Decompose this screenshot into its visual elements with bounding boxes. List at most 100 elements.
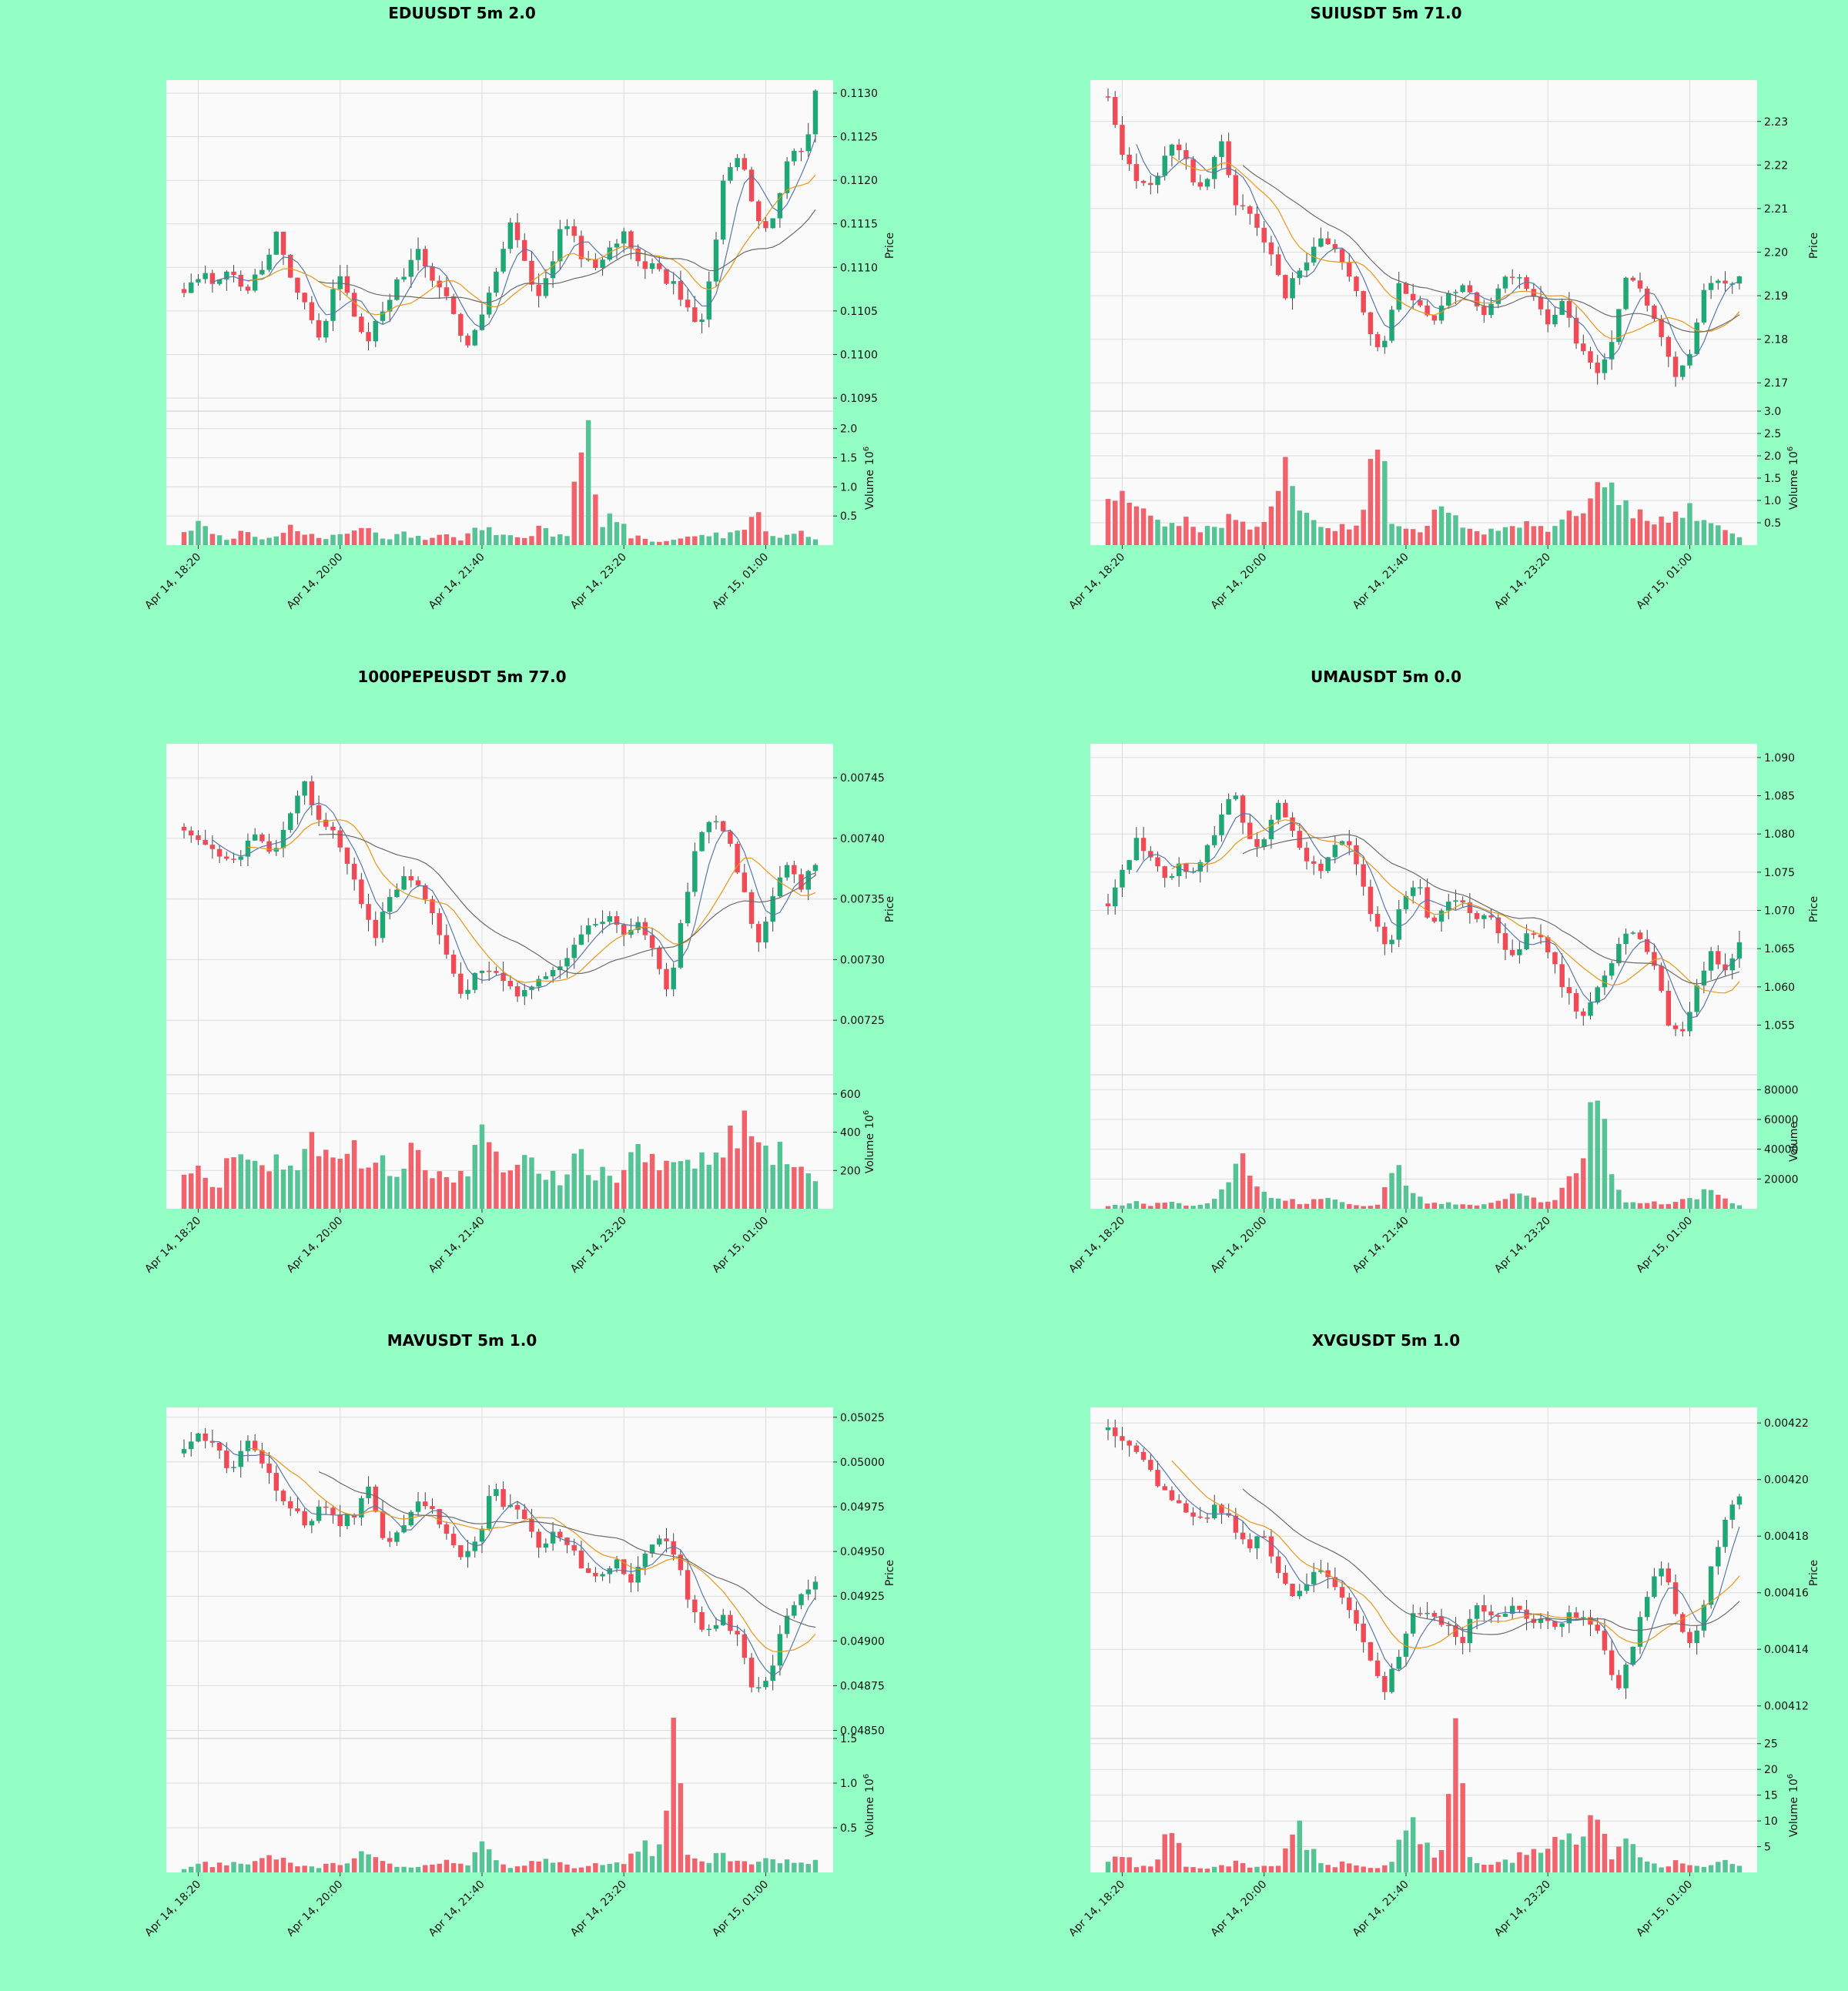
- candle: [763, 216, 768, 232]
- x-tick-label: Apr 14, 23:20: [1492, 1215, 1553, 1276]
- candle: [1354, 1601, 1359, 1631]
- volume-bar: [748, 517, 755, 545]
- volume-bar: [1672, 1860, 1679, 1872]
- candle: [415, 237, 421, 271]
- candle: [316, 1500, 322, 1524]
- candle: [252, 269, 258, 293]
- candle: [1602, 1619, 1608, 1655]
- volume-bar: [692, 1858, 698, 1872]
- candle: [1275, 1551, 1281, 1578]
- candle: [1283, 799, 1288, 818]
- candle: [344, 1513, 350, 1530]
- price-tick-label: 0.00416: [1764, 1588, 1809, 1600]
- candle: [812, 89, 819, 143]
- volume-bar: [1183, 517, 1189, 545]
- volume-bar: [351, 530, 357, 545]
- candle: [387, 293, 393, 323]
- volume-bar: [1736, 1866, 1743, 1872]
- volume-bar: [423, 1170, 428, 1209]
- candle: [1460, 896, 1465, 908]
- candle: [1467, 1609, 1473, 1652]
- price-pane: [1090, 744, 1757, 1075]
- volume-bar: [401, 531, 407, 545]
- candle: [543, 1538, 549, 1553]
- volume-bar: [770, 1165, 775, 1209]
- candle: [472, 1536, 477, 1558]
- volume-bar: [1120, 1205, 1125, 1209]
- candle: [458, 313, 464, 343]
- candle: [1410, 1604, 1416, 1637]
- volume-bar: [1424, 1842, 1430, 1872]
- candle: [1162, 146, 1167, 181]
- volume-bar: [1169, 1832, 1175, 1872]
- volume-bar: [770, 1859, 775, 1872]
- volume-bar: [231, 538, 236, 545]
- candle: [557, 1529, 563, 1542]
- candle: [1517, 274, 1522, 289]
- candle: [231, 265, 236, 283]
- volume-bar: [507, 535, 514, 545]
- candle: [1176, 1494, 1182, 1504]
- candle: [1502, 923, 1508, 961]
- volume-axis-label: Volume106: [1786, 447, 1800, 510]
- volume-bar: [713, 532, 719, 545]
- candle: [1666, 1562, 1672, 1585]
- candle: [1588, 992, 1593, 1020]
- volume-bar: [373, 1857, 379, 1872]
- price-tick-label: 0.00730: [840, 954, 885, 966]
- volume-bar: [713, 1852, 719, 1872]
- price-axis-label: Price: [884, 896, 896, 922]
- volume-bar: [543, 1180, 549, 1209]
- candle: [302, 1508, 307, 1528]
- candle: [628, 918, 634, 939]
- volume-bar: [1474, 1205, 1480, 1209]
- volume-bar: [1176, 1842, 1182, 1872]
- candle: [1113, 1419, 1118, 1448]
- candle: [720, 175, 726, 245]
- candle: [536, 975, 541, 992]
- candle: [437, 908, 442, 945]
- candle: [1169, 143, 1175, 167]
- volume-bar: [450, 1182, 457, 1209]
- candle: [1361, 290, 1366, 316]
- volume-bar: [792, 1166, 797, 1209]
- volume-bar: [614, 1862, 620, 1872]
- candle: [649, 258, 655, 274]
- candle: [735, 154, 740, 171]
- volume-bar: [366, 1167, 371, 1209]
- volume-bar: [1701, 1866, 1707, 1872]
- volume-bar: [1354, 1205, 1359, 1209]
- volume-bar: [401, 1168, 407, 1209]
- volume-bar: [1652, 1201, 1657, 1209]
- price-tick-label: 1.075: [1764, 867, 1795, 879]
- candle: [1410, 880, 1416, 904]
- candle: [458, 962, 464, 999]
- volume-bar: [1736, 537, 1743, 545]
- volume-bar: [784, 1859, 790, 1872]
- candle: [1240, 794, 1246, 835]
- candle: [1687, 1628, 1692, 1648]
- volume-bar: [430, 1178, 435, 1209]
- volume-bar: [812, 1181, 819, 1209]
- volume-bar: [1729, 533, 1735, 545]
- candle: [1474, 911, 1480, 923]
- candle: [486, 962, 492, 982]
- volume-bar: [777, 537, 783, 545]
- x-tick-label: Apr 15, 01:00: [710, 1215, 771, 1276]
- volume-bar: [273, 536, 280, 545]
- volume-bar: [209, 534, 216, 545]
- candle: [529, 251, 534, 292]
- volume-bar: [444, 1176, 450, 1209]
- volume-bar: [1162, 526, 1167, 545]
- price-axis-label: Price: [1808, 1560, 1820, 1586]
- candle: [1290, 1583, 1295, 1597]
- volume-bar: [401, 1866, 407, 1872]
- candle: [266, 248, 272, 273]
- candle: [514, 1501, 521, 1520]
- candle: [593, 1567, 598, 1582]
- candle: [756, 921, 762, 952]
- ma-fast-line: [212, 1441, 816, 1677]
- candle: [1722, 953, 1728, 976]
- volume-tick-label: 600: [840, 1089, 861, 1101]
- ma-slow-line: [319, 833, 816, 974]
